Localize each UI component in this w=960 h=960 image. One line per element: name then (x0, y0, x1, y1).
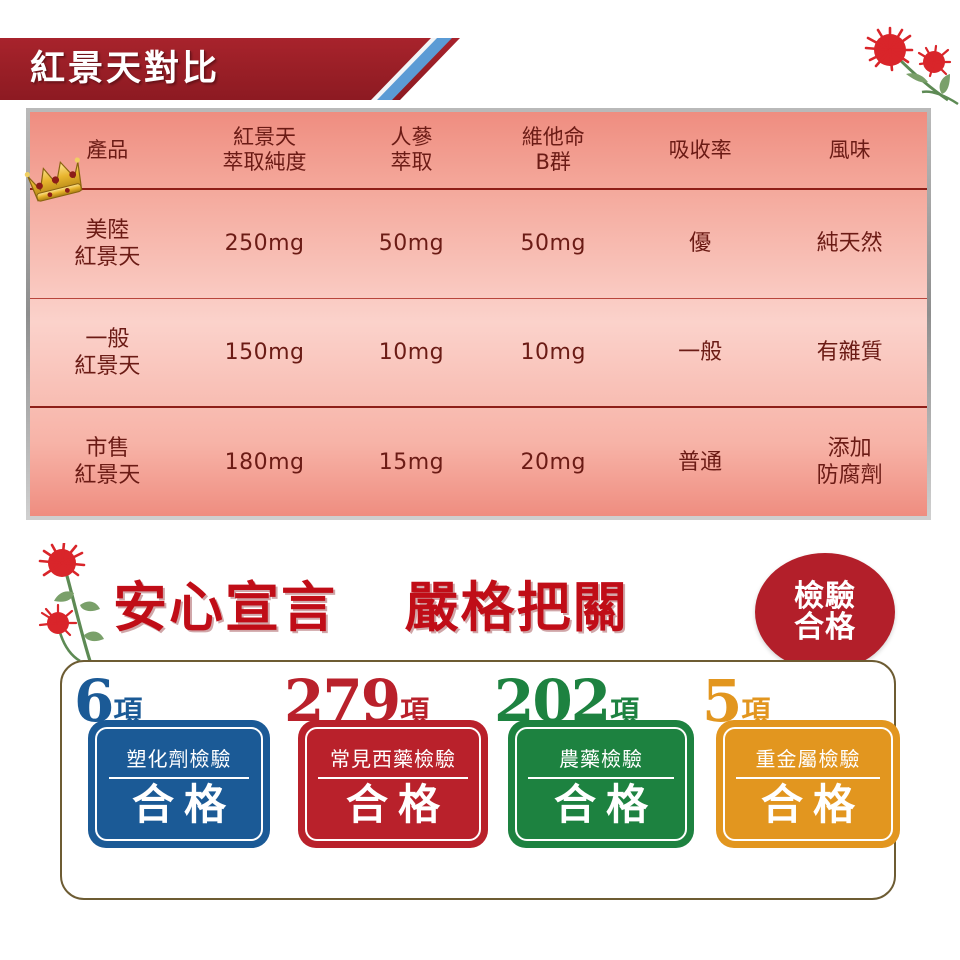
crown-icon (24, 157, 83, 202)
cert-divider (736, 777, 880, 780)
product-name-line1: 美陸 (85, 217, 130, 243)
cell-vitamin-b: 10mg (478, 297, 628, 408)
cell-absorption: 優 (627, 187, 773, 299)
cell-absorption: 一般 (627, 297, 773, 408)
circle-badge-line1: 檢驗 (794, 578, 856, 614)
cert-divider (109, 777, 249, 780)
cell-vitamin-b: 20mg (478, 406, 628, 516)
cell-product: 一般 紅景天 (30, 297, 185, 408)
headline-part1: 安心宣言 (113, 575, 337, 639)
cell-ginseng: 10mg (344, 297, 479, 408)
cell-ginseng: 50mg (344, 187, 479, 299)
cert-plate: 常見西藥檢驗 合格 (298, 720, 488, 848)
table-row: 美陸 紅景天 250mg 50mg 50mg 優 純天然 (24, 157, 927, 299)
cell-product: 市售 紅景天 (30, 406, 185, 516)
cell-product: 美陸 紅景天 (24, 157, 185, 299)
headline-part2: 嚴格把關 (404, 575, 629, 639)
product-name-line1: 市售 (85, 436, 130, 462)
cell-purity: 180mg (184, 406, 345, 516)
th-absorption: 吸收率 (668, 137, 732, 162)
cert-pass-label: 合格 (131, 780, 236, 830)
flower-top-right-icon (864, 26, 959, 106)
cert-plate: 農藥檢驗 合格 (508, 720, 694, 848)
cert-plate: 塑化劑檢驗 合格 (88, 720, 270, 848)
comparison-table-panel: 產品 紅景天 萃取純度 人蔘 萃取 維他命 B群 吸 (24, 108, 931, 520)
table-header: 產品 紅景天 萃取純度 人蔘 萃取 維他命 B群 吸 (30, 112, 927, 189)
th-vitamin-b: 維他命 B群 (521, 125, 585, 174)
comparison-table: 產品 紅景天 萃取純度 人蔘 萃取 維他命 B群 吸 (24, 112, 927, 516)
circle-badge-line2: 合格 (794, 610, 856, 645)
cell-flavor: 添加 防腐劑 (772, 406, 927, 516)
status-badge-inspection-passed: 檢驗 合格 (755, 553, 895, 671)
cell-ginseng: 15mg (344, 406, 479, 516)
cert-title: 重金屬檢驗 (755, 747, 861, 772)
cert-title: 塑化劑檢驗 (126, 747, 232, 772)
cert-plate: 重金屬檢驗 合格 (716, 720, 900, 848)
product-name-line2: 紅景天 (74, 244, 141, 270)
th-product: 產品 (86, 137, 129, 162)
flower-left-icon (38, 543, 104, 663)
cell-flavor: 純天然 (772, 187, 927, 299)
cell-flavor: 有雜質 (772, 297, 927, 408)
section-headline: 安心宣言 嚴格把關 (113, 563, 629, 642)
th-ginseng: 人蔘 萃取 (390, 125, 433, 174)
cell-purity: 150mg (184, 297, 345, 408)
certification-badges: 6項 塑化劑檢驗 合格 279項 常見西藥檢驗 合格 202項 (62, 672, 900, 887)
page-title: 紅景天對比 (30, 49, 221, 89)
banner: 紅景天對比 (0, 38, 520, 100)
cert-title: 農藥檢驗 (559, 747, 643, 772)
cell-purity: 250mg (184, 187, 345, 299)
cert-divider (528, 777, 674, 780)
cert-pass-label: 合格 (760, 780, 865, 830)
cert-pass-label: 合格 (345, 780, 450, 830)
th-purity: 紅景天 萃取純度 (222, 125, 307, 174)
product-name-line2: 紅景天 (74, 353, 141, 379)
cell-vitamin-b: 50mg (478, 187, 628, 299)
table-row: 市售 紅景天 180mg 15mg 20mg 普通 添加 防腐劑 (30, 406, 927, 516)
cert-title: 常見西藥檢驗 (330, 747, 456, 772)
product-name-line2: 紅景天 (74, 463, 141, 489)
cert-pass-label: 合格 (553, 780, 658, 830)
th-flavor: 風味 (828, 137, 871, 162)
cell-absorption: 普通 (627, 406, 773, 516)
table-row: 一般 紅景天 150mg 10mg 10mg 一般 有雜質 (30, 297, 927, 408)
product-name-line1: 一般 (85, 326, 130, 352)
cert-divider (318, 777, 468, 780)
